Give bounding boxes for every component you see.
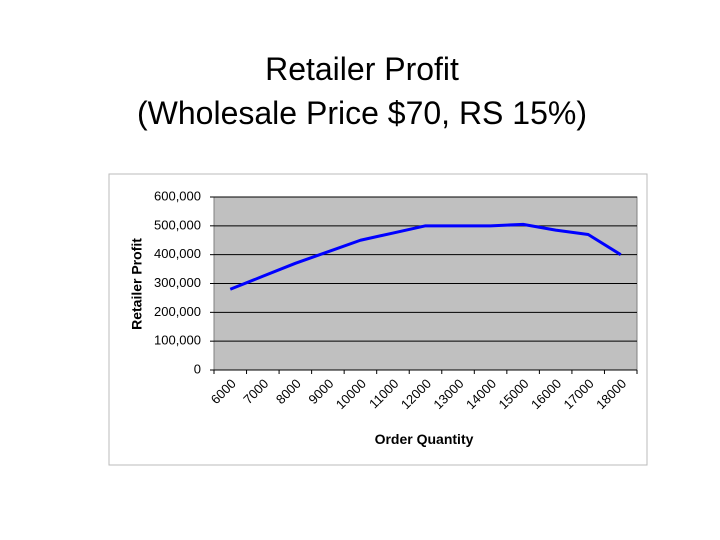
y-tick-label: 400,000 [154, 246, 201, 261]
y-tick-label: 500,000 [154, 217, 201, 232]
y-tick-label: 600,000 [154, 188, 201, 203]
y-tick-label: 200,000 [154, 304, 201, 319]
title-line: (Wholesale Price $70, RS 15%) [137, 95, 587, 131]
x-axis-label: Order Quantity [375, 431, 474, 447]
y-axis-label: Retailer Profit [129, 238, 145, 330]
y-tick-label: 0 [194, 361, 201, 376]
y-tick-label: 100,000 [154, 333, 201, 348]
data-line [229, 222, 622, 291]
y-tick-label: 300,000 [154, 275, 201, 290]
title-line: Retailer Profit [265, 51, 459, 87]
